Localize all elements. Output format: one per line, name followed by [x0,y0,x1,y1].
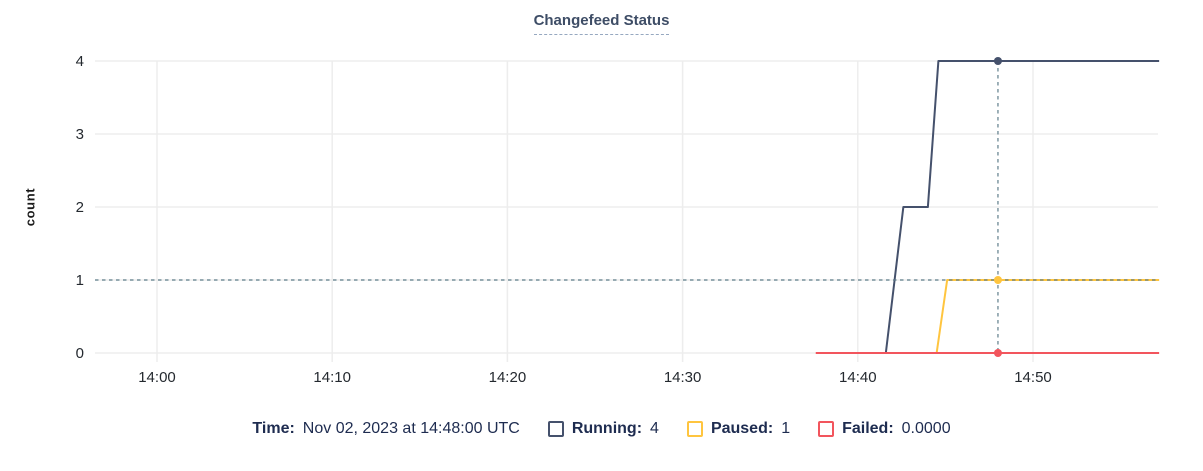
legend-value-running: 4 [650,420,659,437]
y-axis-label: count [22,187,38,227]
hover-tooltip-legend: Time: Nov 02, 2023 at 14:48:00 UTC Runni… [0,420,1203,438]
y-tick-label: 2 [76,199,84,216]
x-tick-label: 14:30 [664,369,702,386]
chart-title-wrap: Changefeed Status [0,12,1203,35]
x-tick-label: 14:10 [313,369,351,386]
y-tick-label: 0 [76,345,84,362]
legend-swatch-failed [818,421,835,437]
x-tick-label: 14:00 [138,369,176,386]
hover-dot-failed [993,349,1002,357]
legend-label-paused: Paused: [710,420,774,437]
series-line-paused [935,279,1160,354]
legend-time-value: Nov 02, 2023 at 14:48:00 UTC [302,420,520,437]
legend-time-label: Time: [252,420,295,437]
legend-value-paused: 1 [781,420,791,437]
x-tick-label: 14:50 [1014,369,1052,386]
legend-label-running: Running: [571,420,643,437]
y-tick-label: 4 [76,53,84,70]
y-tick-label: 1 [76,272,84,289]
hover-dot-running [993,57,1002,65]
legend-item-failed: Failed: 0.0000 [818,420,951,438]
x-tick-label: 14:20 [489,369,527,386]
x-tick-label: 14:40 [839,369,877,386]
legend-item-paused: Paused: 1 [686,420,791,438]
legend-value-failed: 0.0000 [901,420,951,437]
legend-time: Time: Nov 02, 2023 at 14:48:00 UTC [252,420,519,438]
legend-item-running: Running: 4 [547,420,659,438]
legend-label-failed: Failed: [842,420,894,437]
legend-swatch-running [547,421,564,437]
legend-swatch-paused [686,421,703,437]
series-line-running [884,60,1160,354]
chart-canvas[interactable]: 0 1 2 3 4 14:00 14:10 14:20 14:30 14:40 14:50 [0,0,1203,415]
hover-dot-paused [993,276,1002,284]
y-tick-label: 3 [76,126,84,143]
chart-title: Changefeed Status [533,12,670,35]
